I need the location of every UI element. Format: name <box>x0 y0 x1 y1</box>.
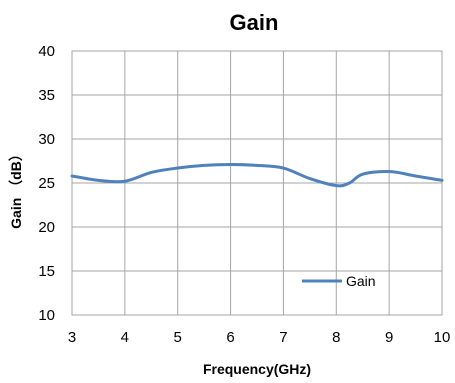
data-point <box>440 179 444 182</box>
data-point <box>282 166 285 170</box>
x-axis-label: Frequency(GHz) <box>203 361 311 377</box>
x-tick-label: 6 <box>226 329 234 346</box>
plot-area <box>71 50 443 316</box>
y-tick-label: 35 <box>38 87 55 104</box>
data-point <box>229 163 232 166</box>
grid <box>71 50 443 316</box>
data-point <box>308 177 312 180</box>
x-tick-label: 10 <box>434 329 451 346</box>
data-point <box>123 180 127 183</box>
series-line-gain <box>70 163 444 188</box>
x-tick-label: 4 <box>121 329 129 346</box>
legend: Gain <box>302 273 376 289</box>
data-point <box>414 174 417 178</box>
y-tick-label: 20 <box>38 219 55 236</box>
data-point <box>150 171 153 174</box>
x-tick-label: 3 <box>68 329 76 346</box>
data-point <box>348 181 351 185</box>
chart-title: Gain <box>230 10 279 35</box>
x-tick-labels: 3 4 5 6 7 8 9 10 <box>68 329 451 346</box>
x-tick-label: 9 <box>385 329 393 346</box>
y-tick-label: 30 <box>38 131 55 148</box>
data-point <box>361 173 364 176</box>
data-point <box>70 174 74 178</box>
data-point <box>335 184 338 187</box>
x-tick-label: 8 <box>332 329 340 346</box>
series-lines <box>70 163 444 188</box>
x-tick-label: 5 <box>174 329 182 346</box>
y-tick-label: 15 <box>38 263 55 280</box>
y-axis-label: Gain （dB） <box>8 147 24 229</box>
y-tick-label: 10 <box>38 307 55 324</box>
y-tick-label: 25 <box>38 175 55 192</box>
data-point <box>202 164 206 167</box>
data-point <box>255 164 259 167</box>
data-point <box>97 179 100 182</box>
data-point <box>387 170 391 173</box>
y-tick-label: 40 <box>38 43 55 60</box>
x-tick-label: 7 <box>279 329 287 346</box>
y-tick-labels: 10 15 20 25 30 35 40 <box>38 43 55 324</box>
data-point <box>176 166 179 170</box>
legend-label-gain: Gain <box>346 273 376 289</box>
